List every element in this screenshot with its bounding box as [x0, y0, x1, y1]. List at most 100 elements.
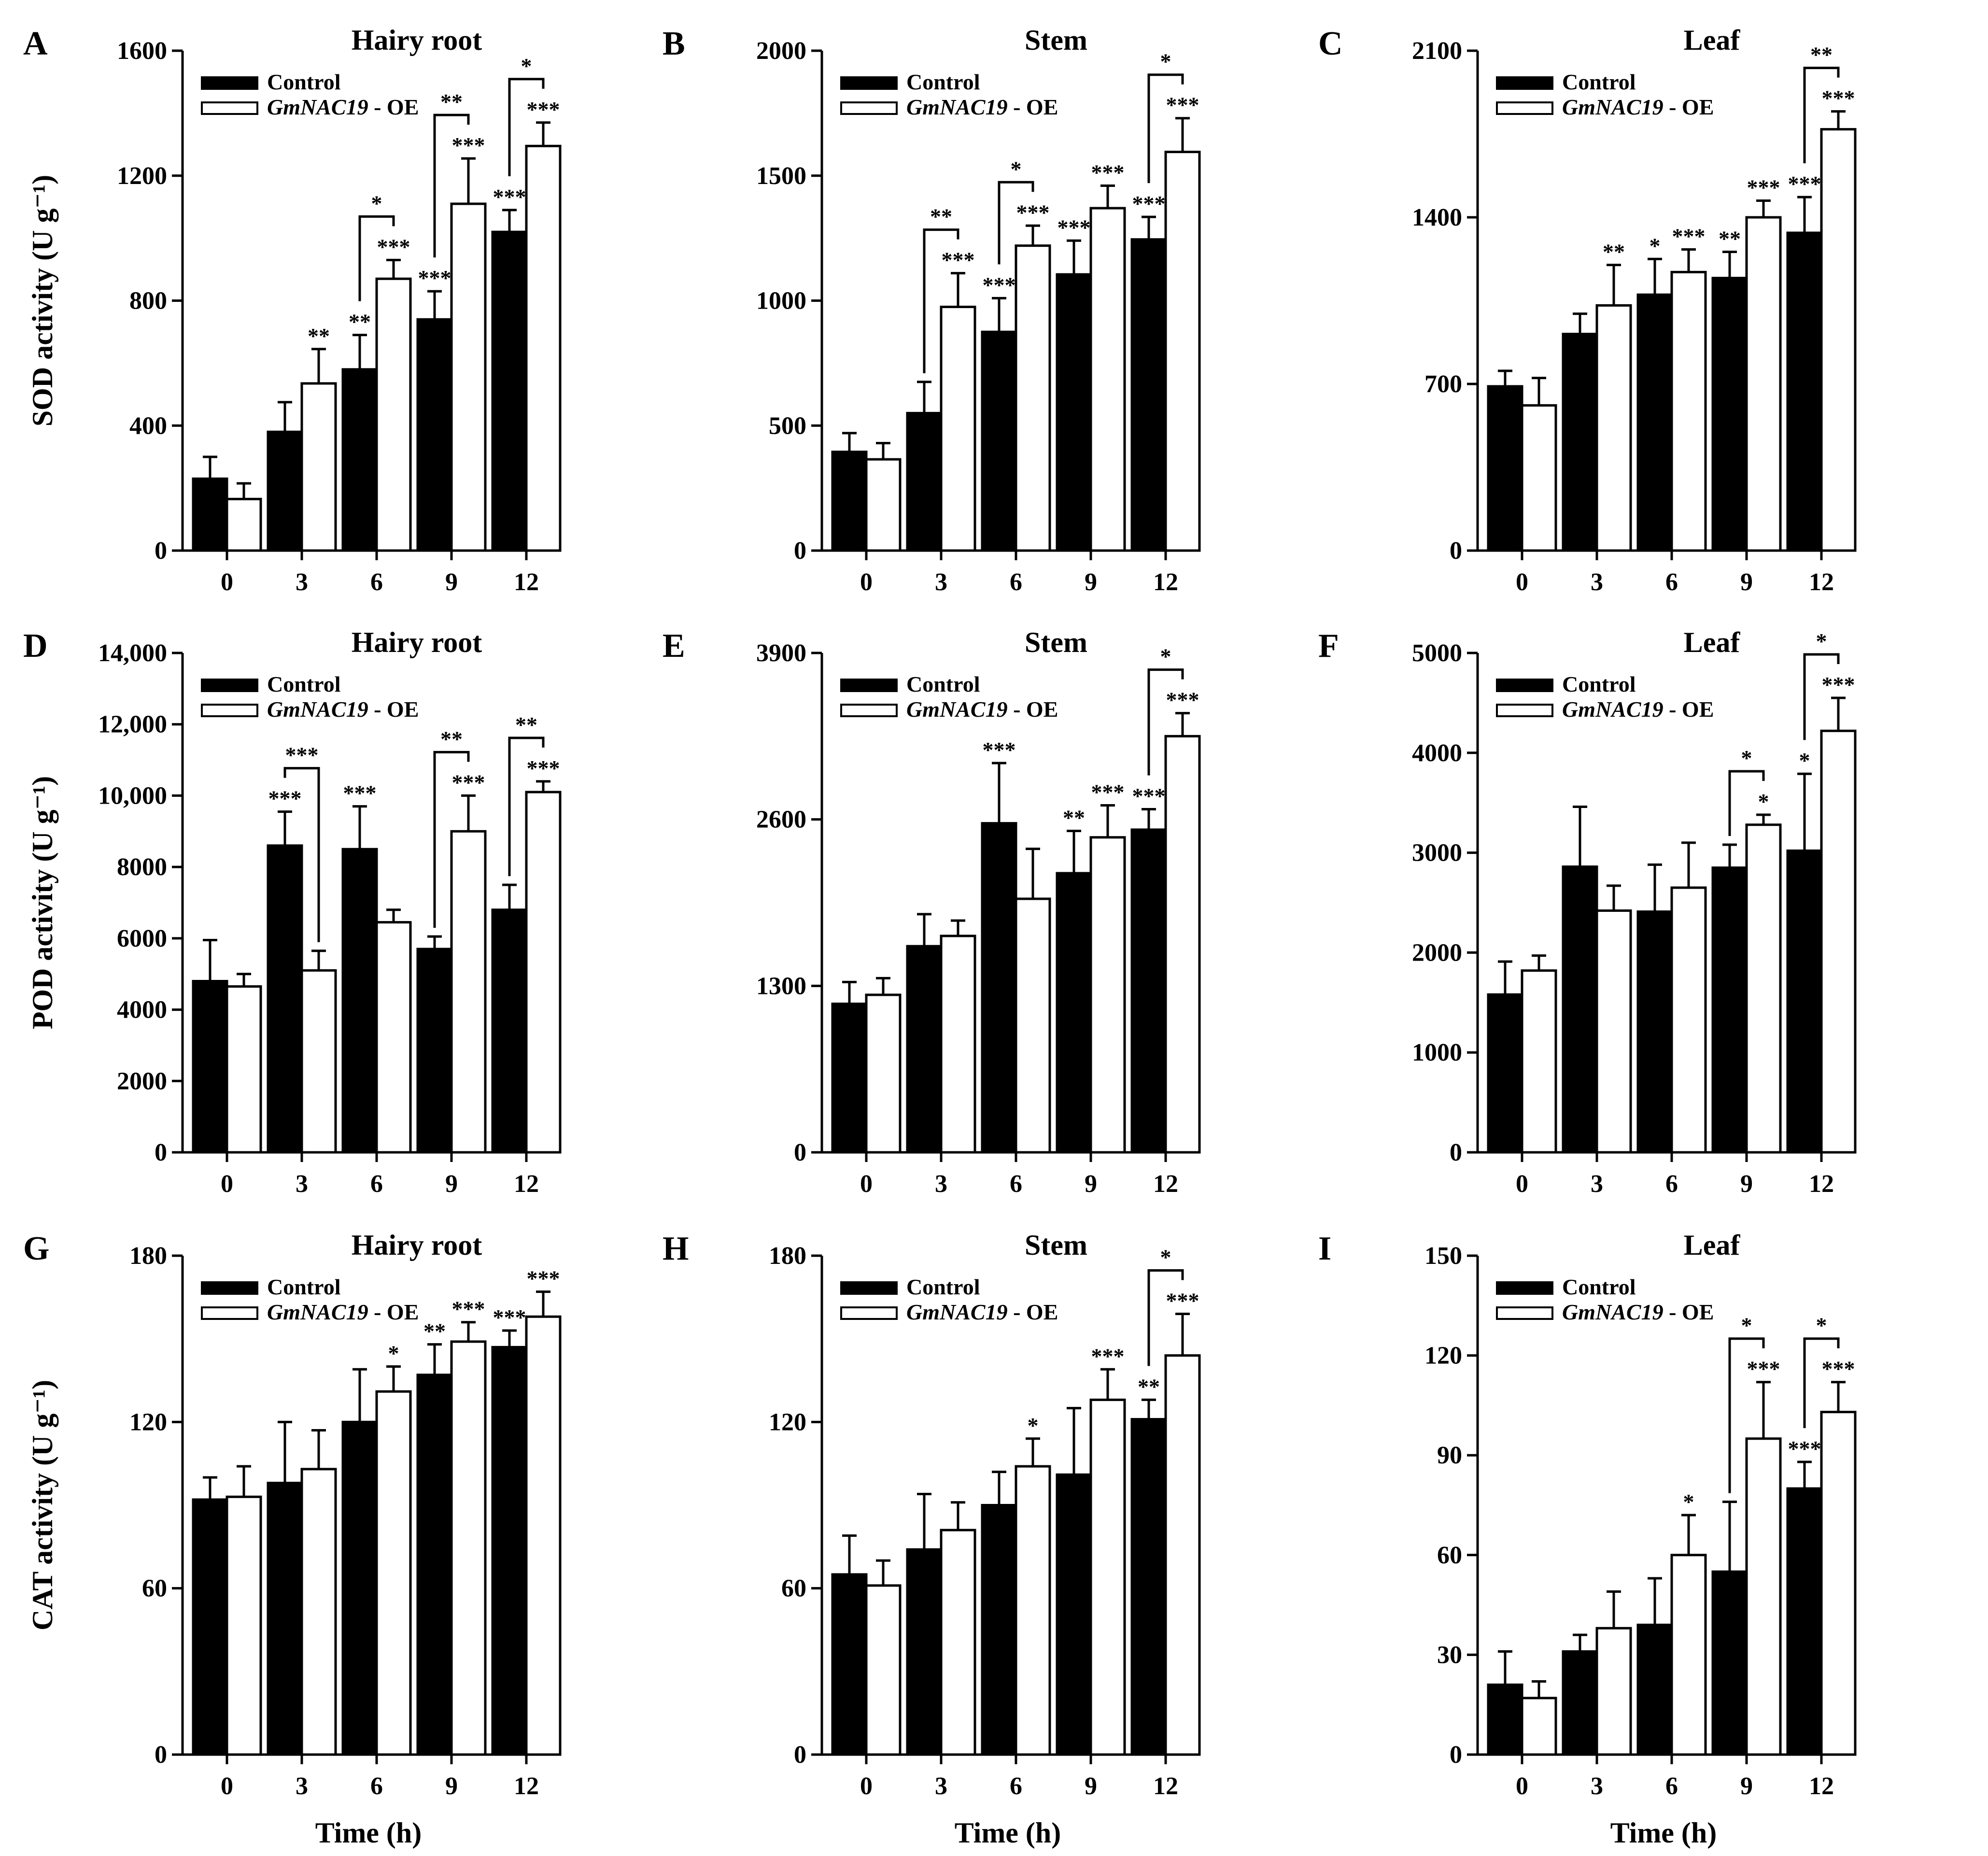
significance-label: *** — [377, 234, 410, 259]
significance-label: *** — [1822, 1357, 1855, 1381]
bar-oe — [1521, 1697, 1557, 1756]
bracket-significance: ** — [440, 89, 463, 114]
bar-control — [341, 368, 378, 552]
y-tick-label: 3000 — [1412, 839, 1462, 867]
bar-control — [981, 1504, 1017, 1756]
bar-oe — [1164, 735, 1201, 1154]
y-tick-label: 400 — [129, 412, 167, 439]
y-tick-label: 0 — [1450, 537, 1462, 565]
significance-label: *** — [452, 770, 485, 794]
x-tick-label: 12 — [1153, 568, 1178, 596]
legend-swatch-control — [201, 1281, 258, 1295]
bar-oe — [375, 1390, 412, 1756]
bar-oe — [1745, 216, 1782, 552]
y-tick-label: 180 — [769, 1242, 806, 1270]
y-tick-label: 180 — [129, 1242, 167, 1270]
y-tick-label: 0 — [794, 1741, 806, 1769]
bracket-significance: * — [371, 191, 382, 215]
significance-label: *** — [1132, 783, 1166, 808]
legend-label-control: Control — [267, 70, 341, 94]
bar-oe — [226, 985, 262, 1154]
panel-title: Hairy root — [352, 626, 482, 658]
x-tick-label: 0 — [860, 1772, 873, 1800]
bar-control — [1130, 238, 1167, 552]
y-tick-label: 2600 — [756, 806, 806, 834]
legend-label-oe: GmNAC19 - OE — [267, 1300, 419, 1324]
x-tick-label: 12 — [1809, 568, 1834, 596]
panel-title: Leaf — [1684, 626, 1741, 658]
comparison-bracket — [1147, 1269, 1184, 1366]
significance-label: *** — [983, 737, 1016, 762]
x-tick-label: 3 — [935, 1170, 947, 1198]
bar-control — [906, 1548, 943, 1756]
significance-label: *** — [1091, 780, 1125, 805]
comparison-bracket — [923, 228, 959, 373]
significance-label: *** — [1132, 191, 1166, 216]
bar-oe — [226, 497, 262, 552]
legend-swatch-control — [1496, 1281, 1553, 1295]
x-tick-label: 9 — [445, 1772, 458, 1800]
comparison-bracket — [1803, 653, 1840, 740]
x-tick-label: 0 — [221, 1772, 233, 1800]
x-tick-label: 9 — [445, 568, 458, 596]
bar-oe — [1089, 836, 1126, 1154]
bar-control — [416, 318, 453, 552]
x-tick-label: 3 — [1591, 1772, 1603, 1800]
bar-control — [267, 430, 303, 552]
y-tick-label: 6000 — [117, 925, 167, 952]
y-axis-label: CAT activity (U g⁻¹) — [27, 1380, 58, 1630]
legend-swatch-control — [840, 1281, 898, 1295]
bracket-significance: * — [1160, 49, 1171, 74]
bar-control — [192, 1498, 228, 1756]
y-axis-label: POD activity (U g⁻¹) — [27, 776, 58, 1030]
legend-swatch-oe — [201, 704, 258, 717]
y-tick-label: 700 — [1424, 370, 1462, 398]
x-tick-label: 0 — [860, 1170, 873, 1198]
legend-label-oe: GmNAC19 - OE — [906, 697, 1058, 722]
x-tick-label: 6 — [1665, 568, 1678, 596]
panel-title: Hairy root — [352, 1229, 482, 1261]
bar-oe — [865, 458, 902, 552]
significance-label: *** — [1166, 688, 1199, 712]
bar-control — [1636, 293, 1673, 552]
x-tick-label: 6 — [1665, 1772, 1678, 1800]
x-tick-label: 6 — [370, 1772, 383, 1800]
legend-swatch-oe — [1496, 101, 1553, 115]
bar-control — [341, 848, 378, 1154]
y-tick-label: 10,000 — [98, 782, 167, 809]
y-tick-label: 120 — [769, 1408, 806, 1436]
x-tick-label: 12 — [1809, 1772, 1834, 1800]
y-tick-label: 0 — [794, 537, 806, 565]
legend-label-control: Control — [1562, 672, 1636, 696]
bar-oe — [865, 993, 902, 1154]
comparison-bracket — [433, 113, 470, 258]
y-tick-label: 4000 — [1412, 739, 1462, 767]
bar-oe — [226, 1495, 262, 1756]
bar-oe — [450, 830, 487, 1154]
panel-d: D Hairy root 0 2000 4000 6000 8000 10,000 12,000… — [23, 626, 562, 1198]
panel-title: Stem — [1025, 24, 1087, 56]
y-tick-label: 60 — [1437, 1542, 1462, 1569]
bracket-significance: *** — [285, 743, 319, 767]
bar-oe — [1015, 1465, 1051, 1756]
legend-label-control: Control — [906, 1275, 980, 1299]
bracket-significance: ** — [515, 712, 537, 737]
y-tick-label: 1000 — [756, 287, 806, 315]
bracket-significance: ** — [440, 726, 463, 751]
bar-oe — [1745, 823, 1782, 1154]
legend-label-oe: GmNAC19 - OE — [267, 697, 419, 722]
significance-label: *** — [1788, 171, 1821, 196]
y-tick-label: 1300 — [756, 972, 806, 1000]
significance-label: *** — [1747, 175, 1780, 200]
significance-label: *** — [452, 133, 485, 157]
significance-label: *** — [268, 786, 302, 811]
x-tick-label: 3 — [296, 1772, 308, 1800]
bar-control — [491, 1346, 528, 1756]
x-tick-label: 6 — [1010, 1170, 1022, 1198]
bar-control — [1562, 1650, 1598, 1756]
x-axis-label: Time (h) — [315, 1817, 422, 1849]
x-axis-label: Time (h) — [955, 1817, 1061, 1849]
x-tick-label: 9 — [1740, 568, 1753, 596]
